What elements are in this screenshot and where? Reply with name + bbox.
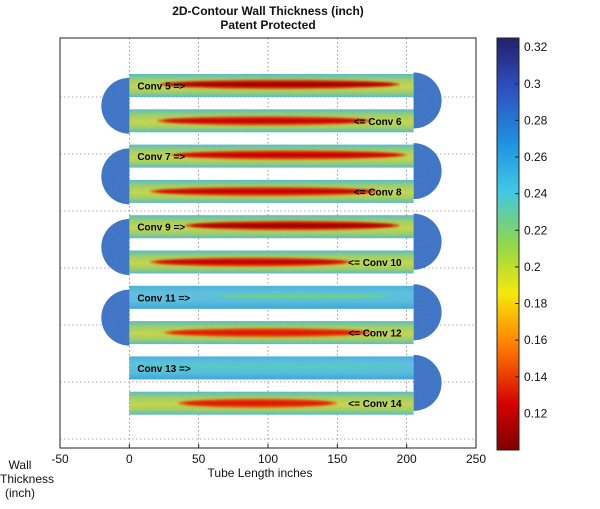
tube-label: <= Conv 8 (354, 187, 402, 198)
tube-strip: Conv 11 => (129, 284, 442, 341)
thin-band-core (156, 189, 373, 194)
u-bend-texture (413, 72, 442, 129)
thin-band-core (165, 81, 394, 87)
colorbar-tick-label: 0.16 (524, 333, 548, 347)
x-tick-label: 150 (327, 452, 347, 466)
chart-subtitle: Patent Protected (220, 18, 316, 32)
colorbar-label: Wall Thickness (inch) (0, 458, 55, 500)
thin-band-core (176, 152, 401, 158)
colorbar-tick-label: 0.3 (524, 77, 541, 91)
u-bend-texture (413, 143, 442, 200)
colorbar-tick-label: 0.28 (524, 113, 548, 127)
u-bend-texture (413, 213, 442, 270)
x-tick-label: 0 (126, 452, 133, 466)
x-tick-label: 100 (258, 452, 278, 466)
thin-band-core (190, 223, 394, 228)
u-bend-texture (413, 284, 442, 341)
x-tick-label: 250 (466, 452, 486, 466)
colorbar-tick-label: 0.2 (524, 260, 541, 274)
tube-strip: <= Conv 8 (101, 148, 414, 205)
x-tick-label: 50 (192, 452, 206, 466)
tube-label: <= Conv 10 (348, 258, 402, 269)
chart-title: 2D-Contour Wall Thickness (inch) (172, 4, 364, 18)
thin-band-core (156, 259, 346, 265)
x-tick-label: -50 (51, 452, 69, 466)
tube-label: Conv 5 => (137, 82, 185, 93)
thin-band-core (218, 294, 387, 298)
tube-strip: Conv 9 => (129, 213, 442, 270)
tube-strip: <= Conv 6 (101, 77, 414, 134)
colorbar-label-line-1: Wall (8, 458, 32, 472)
tube-label: Conv 11 => (137, 293, 190, 304)
tube-strip: Conv 13 => (129, 354, 442, 411)
tube-strip: Conv 7 => (129, 143, 442, 200)
tube-label: <= Conv 6 (354, 117, 402, 128)
tube-strip: Conv 5 => (129, 72, 442, 129)
tube-label: <= Conv 12 (348, 329, 402, 340)
u-bend-texture (413, 354, 442, 411)
colorbar-tick-label: 0.22 (524, 223, 548, 237)
colorbar-tick-label: 0.18 (524, 297, 548, 311)
colorbar-tick-label: 0.32 (524, 40, 548, 54)
colorbar-tick-label: 0.12 (524, 406, 548, 420)
colorbar-label-line-2: Thickness (0, 472, 55, 486)
u-bend-texture (101, 77, 130, 134)
x-tick-label: 200 (397, 452, 417, 466)
u-bend-texture (101, 219, 130, 275)
thin-band-core (170, 330, 366, 335)
u-bend-texture (101, 148, 130, 205)
colorbar-label-line-3: (inch) (4, 486, 35, 500)
thin-band-core (163, 118, 366, 124)
colorbar-tick-label: 0.24 (524, 187, 548, 201)
colorbar (496, 37, 520, 451)
tube-label: <= Conv 14 (348, 399, 402, 410)
colorbar-tick-label: 0.26 (524, 150, 548, 164)
tube-label: Conv 7 => (137, 152, 185, 163)
tube-strip: <= Conv 14 (129, 391, 414, 415)
tube-label: Conv 9 => (137, 223, 185, 234)
tube-strip: <= Conv 12 (101, 289, 414, 346)
colorbar-tick-label: 0.14 (524, 370, 548, 384)
u-bend-texture (101, 289, 130, 346)
thin-band-core (135, 365, 401, 368)
x-axis-label: Tube Length inches (208, 466, 313, 480)
tube-strip: <= Conv 10 (101, 219, 414, 275)
tube-label: Conv 13 => (137, 364, 191, 375)
thin-band-core (183, 400, 332, 406)
